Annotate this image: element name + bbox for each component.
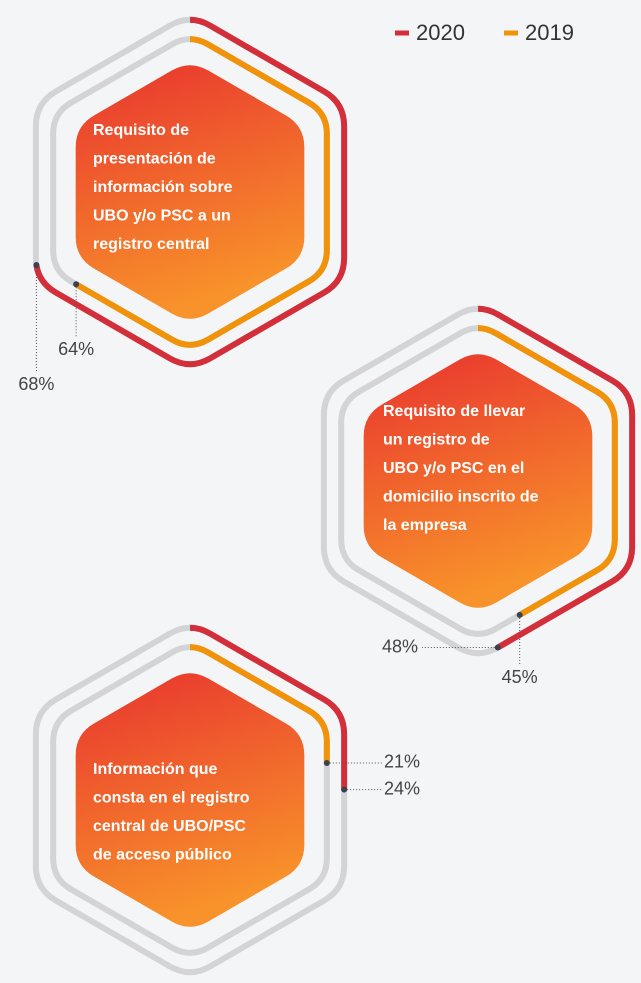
category-line: Requisito de [93, 122, 189, 139]
progress-arc [50, 36, 330, 348]
legend-label: 2020 [416, 20, 465, 45]
category-line: UBO y/o PSC en el [383, 460, 524, 477]
end-dot [33, 262, 40, 269]
end-dot [341, 786, 348, 793]
category-line: registro central [93, 236, 209, 253]
progress-arc [320, 305, 636, 657]
value-label: 48% [382, 636, 418, 656]
category-line: un registro de [383, 432, 490, 449]
end-dot [73, 281, 80, 288]
end-dot [494, 644, 501, 651]
value-label: 24% [384, 778, 420, 798]
category-line: de acceso público [93, 847, 232, 864]
category-line: presentación de [93, 151, 216, 168]
category-label: Requisito de presentación de información s… [93, 122, 233, 253]
category-line: información sobre [93, 179, 233, 196]
category-line: consta en el registro [93, 790, 250, 807]
progress-arc [338, 325, 618, 637]
value-label: 21% [384, 752, 420, 772]
category-label: Requisito de llevar un registro de UBO y/o… [383, 403, 539, 534]
progress-arc [50, 644, 330, 956]
value-label: 45% [502, 667, 538, 687]
end-dot [516, 611, 523, 618]
hexagon-group: Información que consta en el registro cent… [32, 624, 420, 976]
value-label: 64% [58, 339, 94, 359]
hexagon [75, 65, 305, 319]
category-line: Información que [93, 761, 218, 778]
hexagon-group: Requisito de presentación de información s… [18, 16, 348, 394]
category-line: Requisito de llevar [383, 403, 525, 420]
progress-arc [32, 624, 348, 976]
hexagon [75, 673, 305, 927]
progress-arc [32, 16, 348, 368]
category-line: UBO y/o PSC a un [93, 208, 231, 225]
category-line: central de UBO/PSC [93, 818, 246, 835]
value-label: 68% [18, 374, 54, 394]
hexagon-group: Requisito de llevar un registro de UBO y/o… [320, 305, 636, 687]
category-line: domicilio inscrito de [383, 489, 539, 506]
category-label: Información que consta en el registro cent… [93, 761, 250, 864]
hexagon [363, 354, 593, 608]
category-line: la empresa [383, 517, 467, 534]
end-dot [323, 759, 330, 766]
legend-label: 2019 [525, 20, 574, 45]
